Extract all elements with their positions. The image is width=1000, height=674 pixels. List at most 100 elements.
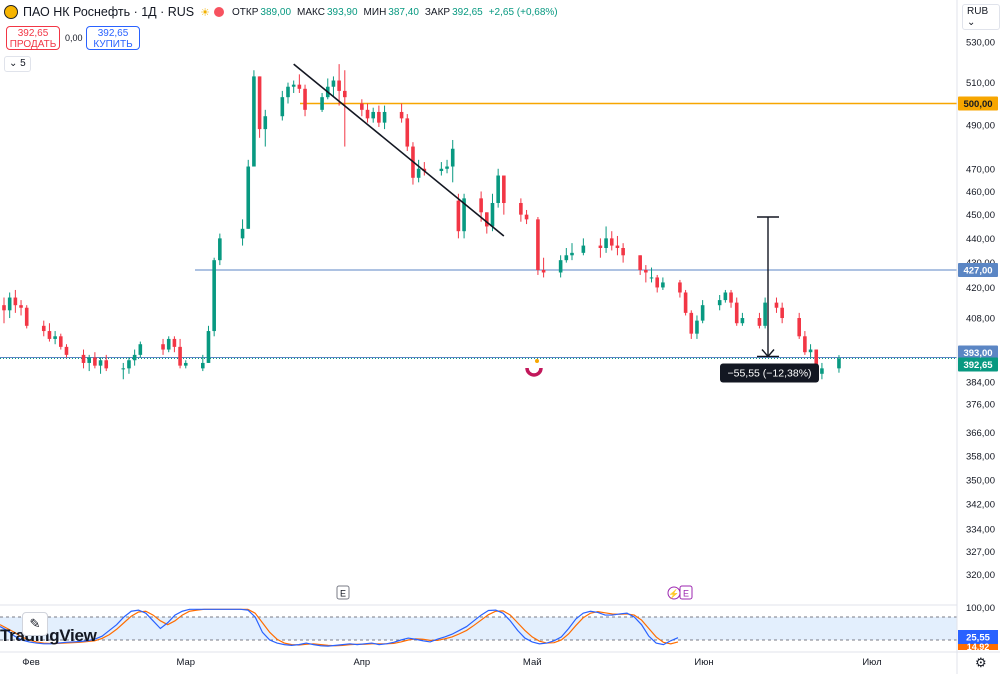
candle-body — [700, 305, 705, 321]
settings-icon[interactable]: ⚙ — [975, 655, 987, 670]
buy-label: КУПИТЬ — [93, 39, 133, 50]
candle-body — [206, 331, 211, 363]
y-tick-label: 470,00 — [966, 164, 995, 175]
event-marker: E — [336, 585, 350, 600]
candle-body — [59, 336, 63, 347]
candle-body — [24, 307, 29, 326]
candle-body — [604, 238, 608, 248]
candle — [252, 70, 256, 167]
candle — [246, 159, 251, 229]
buy-button[interactable]: 392,65 КУПИТЬ — [86, 26, 140, 50]
candle-body — [240, 228, 245, 239]
y-tick-label: 320,00 — [966, 570, 995, 581]
horizontal-lines[interactable] — [0, 102, 957, 359]
market-status-icon — [214, 7, 225, 17]
candle-body — [734, 302, 739, 324]
candle — [377, 105, 381, 127]
y-tick-label: 450,00 — [966, 210, 995, 221]
pencil-icon[interactable]: ✎ — [22, 612, 48, 636]
candle-body — [661, 282, 665, 288]
candle-body — [280, 97, 285, 117]
drawings[interactable]: −55,55 (−12,38%) E E ⚡ — [293, 63, 819, 600]
candle — [757, 312, 762, 329]
candle — [337, 64, 341, 106]
low-value: 387,40 — [388, 6, 419, 18]
currency-button[interactable]: RUB ⌄ — [962, 4, 1000, 30]
stoch-d-text: 14,92 — [967, 642, 990, 652]
candle-body — [485, 212, 489, 227]
candle-body — [382, 111, 387, 123]
stoch-upper-label: 100,00 — [966, 603, 995, 614]
candle-body — [98, 360, 103, 366]
y-tick-label: 460,00 — [966, 187, 995, 198]
candle-body — [797, 318, 801, 337]
sell-button[interactable]: 392,65 ПРОДАТЬ — [6, 26, 60, 50]
price-axis[interactable]: 530,00 510,00 490,00 470,00 460,00 450,00 440,… — [956, 0, 998, 674]
candle — [615, 235, 620, 256]
y-tick-label: 440,00 — [966, 234, 995, 245]
candle-body — [439, 168, 444, 172]
candle — [53, 331, 57, 345]
candle — [257, 76, 262, 138]
trend-line — [293, 63, 505, 237]
candle-body — [820, 368, 824, 374]
event-label: E — [683, 589, 689, 599]
candle-body — [689, 312, 694, 334]
candle — [360, 99, 364, 117]
measure-label-text: −55,55 (−12,38%) — [727, 367, 811, 379]
time-axis[interactable]: Фев Мар Апр Май Июн Июл — [0, 651, 1000, 668]
spread-value: 0,00 — [65, 33, 83, 43]
candle — [7, 292, 12, 319]
candle-body — [445, 166, 449, 169]
y-tick-label: 334,00 — [966, 525, 995, 536]
candle-body — [405, 118, 410, 147]
candle-body — [524, 214, 529, 220]
candle — [763, 297, 767, 329]
price-label-text: 427,00 — [963, 266, 992, 277]
candle — [19, 300, 23, 316]
symbol-title[interactable]: ПАО НК Роснефть · 1Д · RUS — [23, 5, 195, 19]
magnet-shape — [525, 367, 543, 377]
stoch-band — [0, 617, 957, 640]
candle-body — [780, 307, 784, 319]
candle-body — [536, 219, 540, 271]
y-tick-label: 376,00 — [966, 400, 995, 411]
y-tick-label: 350,00 — [966, 475, 995, 486]
candle — [59, 333, 63, 350]
stoch-k-line — [0, 608, 679, 647]
y-tick-label: 358,00 — [966, 451, 995, 462]
candle — [121, 362, 126, 380]
candle-body — [377, 111, 381, 123]
indicators-toggle[interactable]: ⌄ 5 — [4, 56, 31, 72]
candle-body — [121, 368, 126, 370]
candle — [450, 139, 455, 183]
candle-body — [291, 84, 296, 87]
y-tick-label: 420,00 — [966, 283, 995, 294]
candle-body — [13, 297, 18, 306]
candle-body — [837, 358, 841, 369]
candle-body — [774, 302, 779, 308]
lightning-glyph: ⚡ — [668, 588, 679, 600]
candle — [24, 305, 29, 329]
candle — [87, 354, 91, 372]
candle-body — [93, 357, 97, 366]
stoch-k-badge: 25,55 — [958, 630, 998, 644]
candle — [570, 243, 574, 261]
candle-body — [502, 175, 506, 203]
indicators-count: 5 — [20, 58, 26, 69]
y-tick-label: 327,00 — [966, 547, 995, 558]
candle-body — [598, 245, 603, 248]
candle — [183, 360, 188, 369]
magnet-spark — [535, 359, 539, 363]
candle-body — [763, 302, 767, 326]
candle — [399, 103, 404, 123]
candle-body — [2, 305, 6, 311]
candle-body — [803, 336, 807, 353]
candle — [240, 219, 245, 246]
candle-body — [581, 245, 586, 253]
change-value: +2,65 (+0,68%) — [488, 6, 558, 18]
candle — [700, 300, 705, 324]
candle — [524, 209, 529, 225]
candle — [541, 257, 546, 278]
